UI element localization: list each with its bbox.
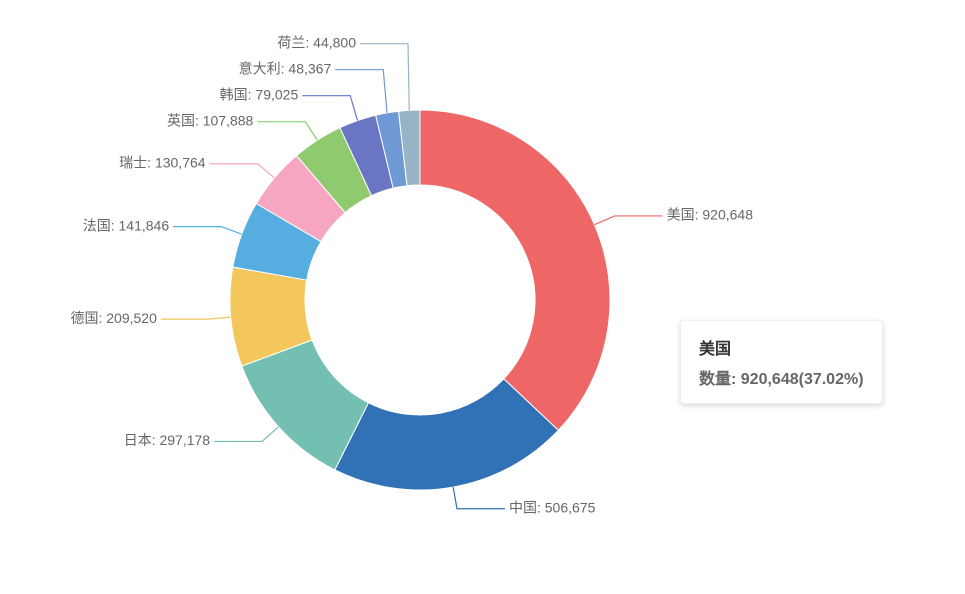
label-法国: 法国: 141,846 [83,217,170,233]
label-瑞士: 瑞士: 130,764 [119,154,206,170]
tooltip-body: 数量: 920,648(37.02%) [699,365,864,389]
label-日本: 日本: 297,178 [124,432,211,448]
leader-美国 [594,216,662,225]
leader-日本 [214,427,278,442]
slice-美国[interactable] [420,110,610,430]
leader-德国 [161,317,231,319]
label-韩国: 韩国: 79,025 [220,86,299,102]
leader-英国 [257,122,317,141]
label-美国: 美国: 920,648 [667,207,754,223]
label-英国: 英国: 107,888 [167,112,254,128]
label-中国: 中国: 506,675 [509,499,596,515]
leader-韩国 [302,96,357,121]
label-德国: 德国: 209,520 [70,310,157,326]
leader-中国 [453,487,505,509]
tooltip-title: 美国 [699,335,864,359]
donut-chart: 美国: 920,648 中国: 506,675 日本: 297,178 德国: 209… [0,0,965,594]
tooltip: 美国 数量: 920,648(37.02%) [680,320,883,404]
leader-瑞士 [210,164,275,178]
leader-意大利 [335,70,387,113]
leader-法国 [173,227,242,235]
label-意大利: 意大利: 48,367 [239,60,332,76]
leader-荷兰 [360,44,409,111]
label-荷兰: 荷兰: 44,800 [277,34,356,50]
